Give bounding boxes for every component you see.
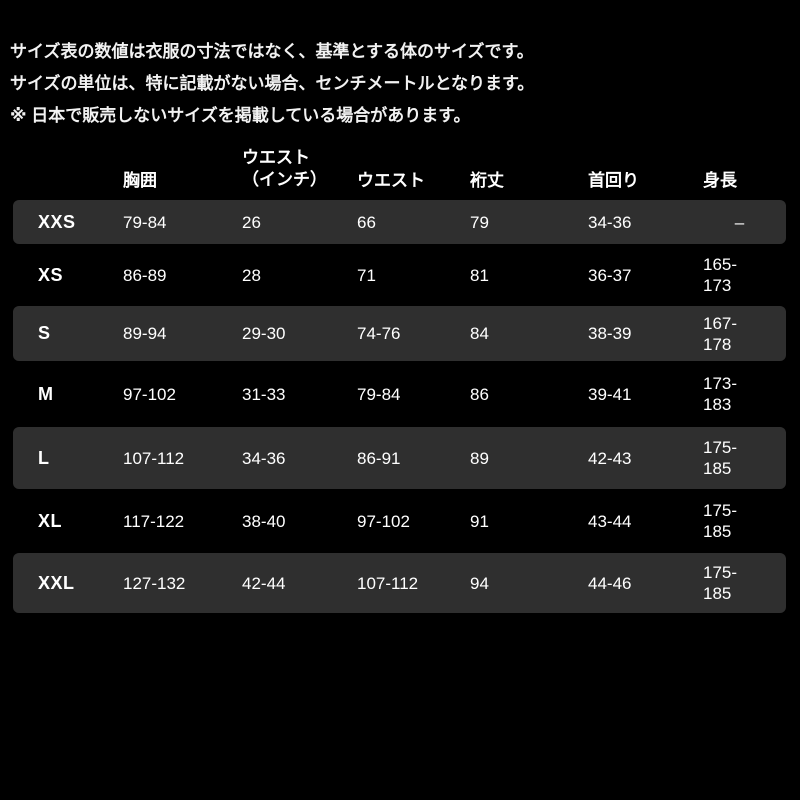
waist-cm-value: 97-102	[357, 511, 410, 531]
chest-value: 89-94	[123, 306, 242, 361]
waist-inch-value: 38-40	[242, 511, 286, 531]
sleeve-value: 86	[470, 384, 489, 404]
size-table: 胸囲 ウエスト （インチ） ウエスト 裄丈 首回り 身長 XXS 79-84 2…	[13, 140, 786, 613]
waist-inch-value: 31-33	[242, 384, 286, 404]
size-label: L	[13, 427, 123, 489]
height-value: 175- 185	[703, 501, 738, 541]
note-line-2: サイズの単位は、特に記載がない場合、センチメートルとなります。	[10, 74, 535, 93]
chest-value: 97-102	[123, 384, 176, 404]
neck-value: 34-36	[588, 200, 703, 244]
neck-value: 42-43	[588, 427, 703, 489]
neck-value: 39-41	[588, 384, 632, 404]
waist-cm-value: 79-84	[357, 384, 401, 404]
waist-inch-value: 28	[242, 265, 261, 285]
table-row-xl: XL 117-122 38-40 97-102 91 43-44 175- 18…	[13, 489, 786, 553]
waist-cm-value: 71	[357, 265, 376, 285]
note-line-1: サイズ表の数値は衣服の寸法ではなく、基準とする体のサイズです。	[10, 42, 534, 61]
chest-value: 86-89	[123, 265, 167, 285]
table-row-xxs: XXS 79-84 26 66 79 34-36 –	[13, 200, 786, 244]
note-line-3: ※ 日本で販売しないサイズを掲載している場合があります。	[10, 106, 471, 125]
sleeve-value: 89	[470, 427, 588, 489]
sleeve-value: 91	[470, 511, 489, 531]
size-label: XS	[38, 264, 64, 285]
height-value: 173- 183	[703, 374, 738, 414]
neck-value: 44-46	[588, 553, 703, 613]
sleeve-value: 94	[470, 553, 588, 613]
chest-value: 79-84	[123, 200, 242, 244]
waist-inch-value: 42-44	[242, 553, 357, 613]
header-row: 胸囲 ウエスト （インチ） ウエスト 裄丈 首回り 身長	[13, 140, 786, 200]
table-row-l: L 107-112 34-36 86-91 89 42-43 175- 185	[13, 427, 786, 489]
waist-cm-value: 107-112	[357, 553, 470, 613]
sleeve-value: 84	[470, 306, 588, 361]
chest-value: 107-112	[123, 427, 242, 489]
size-label: XL	[38, 510, 63, 531]
waist-cm-value: 74-76	[357, 306, 470, 361]
size-label: XXS	[13, 200, 123, 244]
chest-value: 127-132	[123, 553, 242, 613]
chest-value: 117-122	[123, 511, 185, 531]
size-label: S	[13, 306, 123, 361]
table-row-s: S 89-94 29-30 74-76 84 38-39 167- 178	[13, 306, 786, 361]
table-row-xxl: XXL 127-132 42-44 107-112 94 44-46 175- …	[13, 553, 786, 613]
col-header-waist-inch-line2: （インチ）	[242, 170, 327, 189]
col-header-chest: 胸囲	[123, 171, 157, 190]
size-label: XXL	[13, 553, 123, 613]
size-label: M	[38, 383, 54, 404]
neck-value: 43-44	[588, 511, 632, 531]
waist-inch-value: 29-30	[242, 306, 357, 361]
col-header-height: 身長	[703, 171, 737, 190]
waist-cm-value: 66	[357, 200, 470, 244]
table-row-m: M 97-102 31-33 79-84 86 39-41 173- 183	[13, 361, 786, 427]
height-value: –	[703, 200, 786, 244]
neck-value: 38-39	[588, 306, 703, 361]
height-value: 167- 178	[703, 306, 786, 361]
col-header-waist-inch: ウエスト （インチ）	[242, 140, 357, 200]
height-value: 175- 185	[703, 553, 786, 613]
waist-inch-value: 26	[242, 200, 357, 244]
col-header-neck: 首回り	[588, 171, 639, 190]
sleeve-value: 81	[470, 265, 489, 285]
col-header-waist-inch-line1: ウエスト	[242, 148, 310, 167]
col-header-waist-cm: ウエスト	[357, 171, 425, 190]
col-header-size	[13, 140, 123, 200]
neck-value: 36-37	[588, 265, 632, 285]
height-value: 175- 185	[703, 427, 786, 489]
waist-inch-value: 34-36	[242, 427, 357, 489]
size-notes: サイズ表の数値は衣服の寸法ではなく、基準とする体のサイズです。 サイズの単位は、…	[10, 36, 534, 132]
height-value: 165- 173	[703, 255, 738, 295]
col-header-sleeve: 裄丈	[470, 171, 504, 190]
table-row-xs: XS 86-89 28 71 81 36-37 165- 173	[13, 244, 786, 306]
sleeve-value: 79	[470, 200, 588, 244]
waist-cm-value: 86-91	[357, 427, 470, 489]
